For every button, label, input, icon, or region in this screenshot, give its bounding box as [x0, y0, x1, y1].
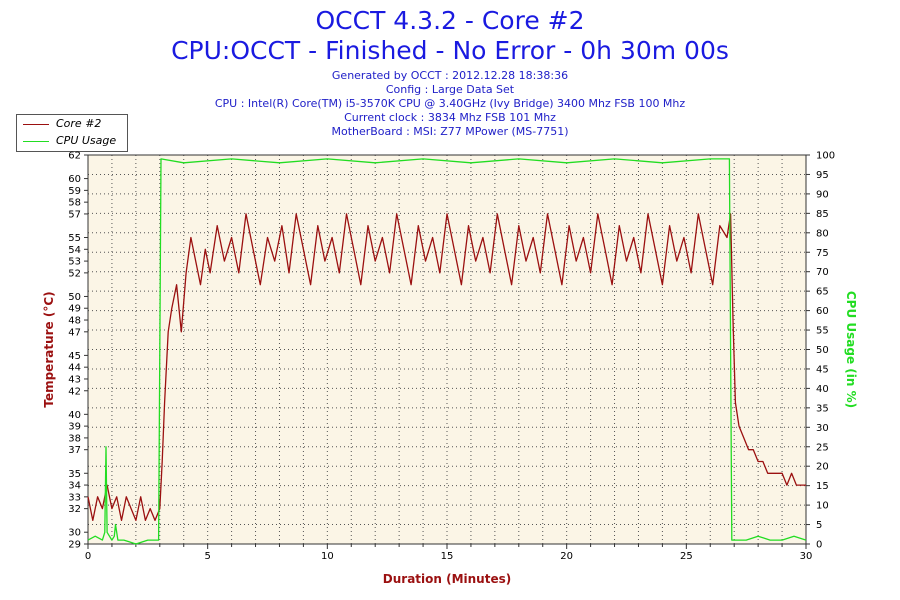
grid: [88, 155, 806, 544]
x-tick-label: 0: [85, 551, 91, 562]
y-left-tick-label: 35: [68, 469, 81, 480]
y-right-tick-label: 0: [816, 540, 822, 551]
info-generated: Generated by OCCT : 2012.12.28 18:38:36: [331, 69, 569, 82]
legend-item-cpu-usage: CPU Usage: [17, 133, 127, 149]
legend-label-core2: Core #2: [56, 117, 102, 130]
info-config: Config : Large Data Set: [385, 83, 515, 96]
series-line-core-2: [87, 213, 806, 522]
y-right-tick-label: 55: [816, 326, 829, 337]
y-left-tick-label: 40: [68, 410, 81, 421]
y-left-tick-label: 52: [68, 268, 81, 279]
x-tick-label: 20: [560, 551, 573, 562]
y-left-tick-label: 62: [68, 151, 81, 162]
legend-swatch-cpu-usage: [23, 141, 49, 142]
y-right-tick-label: 85: [816, 209, 829, 220]
y-left-tick-label: 32: [68, 504, 81, 515]
y-left-tick-label: 60: [68, 174, 81, 185]
y-left-tick-label: 47: [68, 327, 81, 338]
y-right-tick-label: 35: [816, 403, 829, 414]
y-left-tick-label: 34: [68, 481, 81, 492]
legend-item-core2: Core #2: [17, 116, 127, 132]
series-layer: [87, 158, 807, 545]
y-left-tick-label: 30: [68, 528, 81, 539]
y-left-tick-label: 37: [68, 445, 81, 456]
y-left-tick-label: 57: [68, 209, 81, 220]
chart-title: OCCT 4.3.2 - Core #2: [315, 6, 585, 35]
y-left-tick-label: 49: [68, 304, 81, 315]
series-line-cpu-usage: [87, 158, 807, 545]
y-right-tick-label: 25: [816, 442, 829, 453]
info-cpu: CPU : Intel(R) Core(TM) i5-3570K CPU @ 3…: [214, 97, 686, 110]
y-left-tick-label: 38: [68, 433, 81, 444]
y-right-tick-label: 70: [816, 267, 829, 278]
y-left-tick-label: 45: [68, 351, 81, 362]
legend-label-cpu-usage: CPU Usage: [56, 134, 117, 147]
y-axis-label-right: CPU Usage (in %): [844, 291, 858, 408]
x-tick-label: 10: [321, 551, 334, 562]
y-right-tick-label: 40: [816, 384, 829, 395]
y-left-tick-label: 44: [68, 363, 81, 374]
y-right-tick-label: 45: [816, 364, 829, 375]
chart-subtitle: CPU:OCCT - Finished - No Error - 0h 30m …: [171, 36, 729, 65]
y-right-tick-label: 60: [816, 306, 829, 317]
y-left-tick-label: 55: [68, 233, 81, 244]
y-left-tick-label: 50: [68, 292, 81, 303]
x-tick-label: 5: [204, 551, 210, 562]
y-right-tick-label: 75: [816, 248, 829, 259]
y-left-tick-label: 43: [68, 374, 81, 385]
y-right-tick-label: 20: [816, 462, 829, 473]
y-right-tick-label: 95: [816, 170, 829, 181]
x-axis-label: Duration (Minutes): [383, 572, 511, 586]
y-left-tick-label: 29: [68, 540, 81, 551]
y-left-tick-label: 33: [68, 492, 81, 503]
y-left-tick-label: 53: [68, 257, 81, 268]
info-clock: Current clock : 3834 Mhz FSB 101 Mhz: [344, 111, 556, 124]
y-left-tick-label: 54: [68, 245, 81, 256]
info-motherboard: MotherBoard : MSI: Z77 MPower (MS-7751): [331, 125, 569, 138]
axes: 0 5 10 15 20 25 302930323334353738394042434445…: [68, 151, 835, 563]
y-left-tick-label: 58: [68, 198, 81, 209]
y-left-tick-label: 39: [68, 422, 81, 433]
legend: Core #2 CPU Usage: [16, 114, 128, 152]
y-right-tick-label: 5: [816, 520, 822, 531]
y-right-tick-label: 90: [816, 189, 829, 200]
y-axis-label-left: Temperature (°C): [42, 291, 56, 407]
y-left-tick-label: 59: [68, 186, 81, 197]
y-left-tick-label: 48: [68, 316, 81, 327]
y-left-tick-label: 42: [68, 386, 81, 397]
y-right-tick-label: 100: [816, 151, 835, 162]
y-right-tick-label: 10: [816, 501, 829, 512]
y-right-tick-label: 50: [816, 345, 829, 356]
y-right-tick-label: 15: [816, 481, 829, 492]
x-tick-label: 15: [441, 551, 454, 562]
x-tick-label: 25: [680, 551, 693, 562]
x-tick-label: 30: [800, 551, 813, 562]
legend-swatch-core2: [23, 124, 49, 125]
y-right-tick-label: 30: [816, 423, 829, 434]
y-right-tick-label: 65: [816, 287, 829, 298]
y-right-tick-label: 80: [816, 228, 829, 239]
